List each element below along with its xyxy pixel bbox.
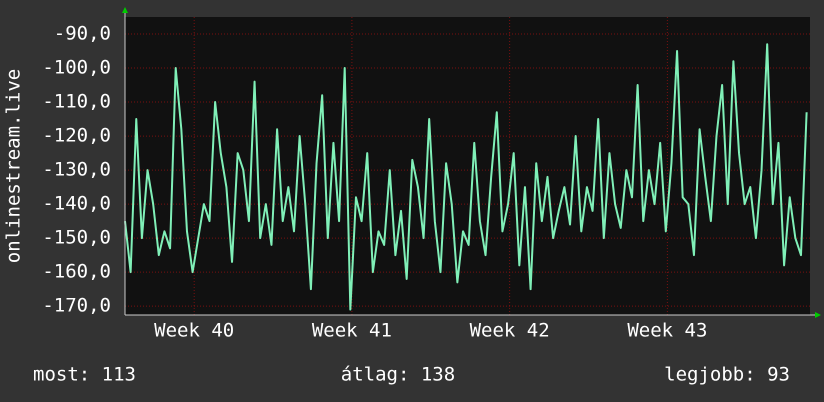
x-tick-label: Week 42: [470, 320, 550, 342]
stat-current: most: 113: [33, 364, 136, 386]
y-tick-label: -160,0: [42, 261, 111, 283]
x-arrow: [815, 312, 821, 318]
grid: [125, 17, 810, 315]
data-line: [124, 43, 808, 311]
stat-average: átlag: 138: [341, 364, 455, 386]
y-tick-label: -110,0: [42, 91, 111, 113]
x-tick-label: Week 43: [627, 320, 707, 342]
y-tick-label: -100,0: [42, 57, 111, 79]
plot-area: [125, 17, 810, 315]
x-tick-label: Week 41: [312, 320, 392, 342]
y-tick-label: -140,0: [42, 193, 111, 215]
y-tick-label: -90,0: [54, 23, 111, 45]
y-tick-label: -170,0: [42, 295, 111, 317]
y-axis-label: onlinestream.live: [3, 69, 25, 263]
y-tick-label: -120,0: [42, 125, 111, 147]
x-tick-label: Week 40: [154, 320, 234, 342]
marks: [124, 43, 808, 311]
stat-best: legjobb: 93: [664, 364, 790, 386]
y-tick-label: -130,0: [42, 159, 111, 181]
y-tick-label: -150,0: [42, 227, 111, 249]
y-arrow: [122, 7, 128, 13]
